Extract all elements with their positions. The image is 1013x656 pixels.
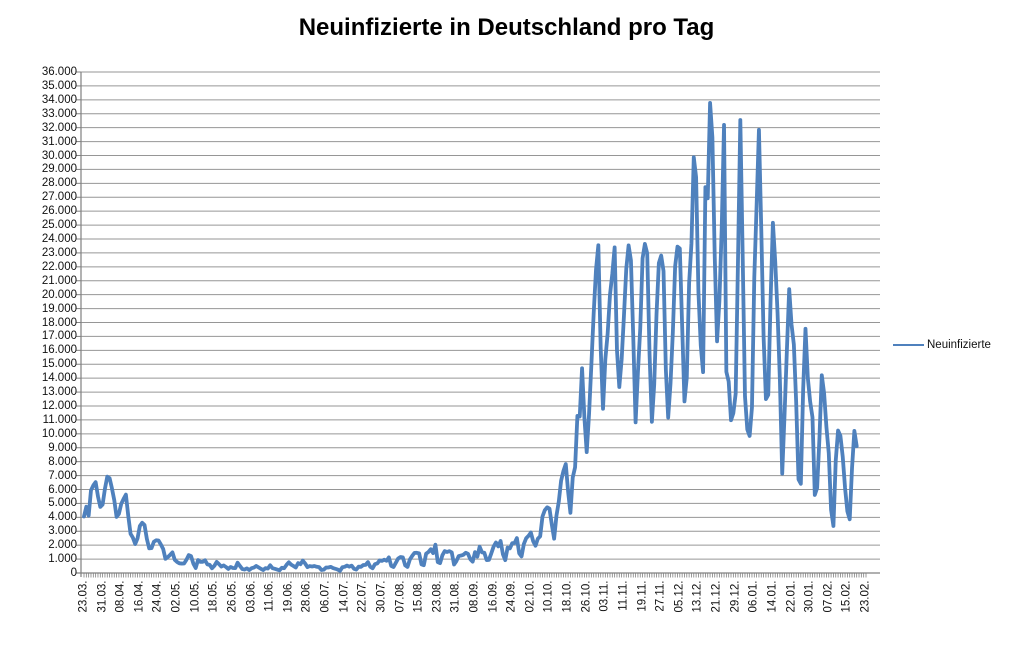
- legend-label: Neuinfizierte: [927, 339, 991, 351]
- x-axis-tick-label: 31.03.: [96, 580, 109, 613]
- y-axis-tick-label: 6.000: [48, 483, 77, 496]
- y-axis-tick-label: 3.000: [48, 525, 77, 538]
- y-axis-tick-label: 18.000: [41, 316, 77, 329]
- x-axis-tick-label: 24.04.: [151, 580, 164, 613]
- x-axis-tick-label: 06.07.: [319, 580, 332, 613]
- x-axis-tick-label: 03.06.: [245, 580, 258, 613]
- y-axis-tick-label: 7.000: [48, 469, 77, 482]
- y-axis-tick-label: 19.000: [41, 302, 77, 315]
- x-axis-tick-label: 26.10.: [580, 580, 593, 613]
- x-axis-tick-label: 19.11.: [636, 580, 649, 612]
- x-axis-tick-label: 06.01.: [747, 580, 760, 613]
- x-axis-tick-label: 22.07.: [356, 580, 369, 613]
- x-axis-tick-label: 08.09.: [468, 580, 481, 613]
- y-axis-tick-label: 11.000: [42, 413, 77, 426]
- y-axis-tick-label: 10.000: [41, 427, 77, 440]
- x-axis-tick-label: 30.01.: [803, 580, 816, 613]
- y-axis-tick-label: 26.000: [41, 205, 77, 218]
- y-axis-tick-label: 27.000: [41, 191, 77, 204]
- x-axis-tick-label: 13.12.: [691, 580, 704, 613]
- y-axis-tick-label: 31.000: [41, 135, 77, 148]
- x-axis-tick-label: 26.05.: [226, 580, 239, 613]
- x-axis-tick-label: 10.10.: [542, 580, 555, 613]
- x-axis-tick-label: 14.01.: [766, 580, 779, 613]
- x-axis-tick-label: 23.02.: [859, 580, 872, 613]
- y-axis-tick-label: 16.000: [41, 344, 77, 357]
- x-axis-tick-label: 31.08.: [449, 580, 462, 613]
- x-axis-tick-label: 30.07.: [375, 580, 388, 613]
- y-axis-tick-label: 12.000: [41, 400, 77, 412]
- x-axis-tick-label: 23.03.: [77, 580, 90, 613]
- y-axis-tick-label: 36.000: [41, 66, 77, 78]
- x-axis-tick-label: 18.10.: [561, 580, 574, 613]
- y-axis-tick-label: 24.000: [41, 233, 77, 245]
- y-axis-tick-label: 4.000: [48, 511, 77, 524]
- x-axis-tick-label: 15.02.: [840, 580, 853, 613]
- x-axis-tick-label: 19.06.: [282, 580, 295, 613]
- y-axis-tick-label: 23.000: [41, 246, 77, 259]
- y-axis-tick-label: 9.000: [48, 441, 77, 454]
- x-axis-tick-label: 28.06.: [300, 580, 313, 613]
- x-axis-tick-label: 16.09.: [487, 580, 500, 613]
- x-axis-tick-label: 07.08.: [394, 580, 407, 613]
- chart-title: Neuinfizierte in Deutschland pro Tag: [298, 14, 715, 41]
- y-axis-tick-label: 28.000: [41, 177, 77, 190]
- x-axis-tick-label: 21.12.: [710, 580, 723, 613]
- x-axis-tick-label: 18.05.: [207, 580, 220, 613]
- x-axis-tick-label: 02.10.: [524, 580, 537, 613]
- y-axis-tick-label: 22.000: [41, 260, 77, 273]
- x-axis-tick-label: 05.12.: [673, 580, 686, 613]
- x-axis-tick-label: 15.08.: [412, 580, 425, 613]
- x-axis-tick-label: 27.11.: [654, 580, 667, 612]
- x-axis-tick-label: 02.05.: [170, 580, 183, 613]
- x-axis-tick-label: 24.09.: [505, 580, 518, 613]
- y-axis-tick-label: 5.000: [48, 497, 77, 510]
- y-axis-tick-label: 35.000: [41, 79, 77, 92]
- legend: Neuinfizierte: [893, 338, 991, 352]
- x-axis-tick-label: 22.01.: [785, 580, 798, 613]
- y-axis-tick-label: 13.000: [41, 386, 77, 399]
- y-axis-tick-label: 20.000: [41, 288, 77, 301]
- x-axis-tick-label: 03.11.: [598, 580, 611, 612]
- y-axis-tick-label: 8.000: [48, 455, 77, 468]
- x-axis-tick-label: 29.12.: [729, 580, 742, 613]
- y-axis-tick-label: 21.000: [41, 274, 77, 287]
- x-axis-tick-label: 14.07.: [338, 580, 351, 613]
- y-axis-tick-label: 14.000: [41, 372, 77, 385]
- y-axis-tick-label: 15.000: [41, 358, 77, 371]
- y-axis-tick-label: 33.000: [41, 107, 77, 120]
- x-axis-tick-label: 08.04.: [114, 580, 127, 613]
- y-axis-tick-label: 2.000: [48, 539, 77, 552]
- series-line-neuinfizierte: [82, 101, 859, 573]
- y-axis-tick-label: 25.000: [41, 219, 77, 232]
- y-axis-tick-label: 32.000: [41, 121, 77, 134]
- x-axis-tick-label: 16.04.: [133, 580, 146, 613]
- x-axis-tick-label: 07.02.: [822, 580, 835, 613]
- y-axis-tick-label: 29.000: [41, 163, 77, 176]
- y-axis-tick-label: 0: [70, 567, 77, 579]
- legend-line-swatch: [893, 344, 924, 346]
- x-axis-tick-label: 23.08.: [431, 580, 444, 613]
- x-axis-tick-label: 11.11.: [617, 580, 630, 611]
- y-axis-tick-label: 1.000: [48, 553, 77, 566]
- x-axis-tick-label: 11.06.: [263, 580, 276, 612]
- x-axis-tick-label: 10.05.: [189, 580, 202, 613]
- y-axis-tick-label: 30.000: [41, 149, 77, 162]
- y-axis-tick-label: 34.000: [41, 93, 77, 106]
- y-axis-tick-label: 17.000: [41, 330, 77, 343]
